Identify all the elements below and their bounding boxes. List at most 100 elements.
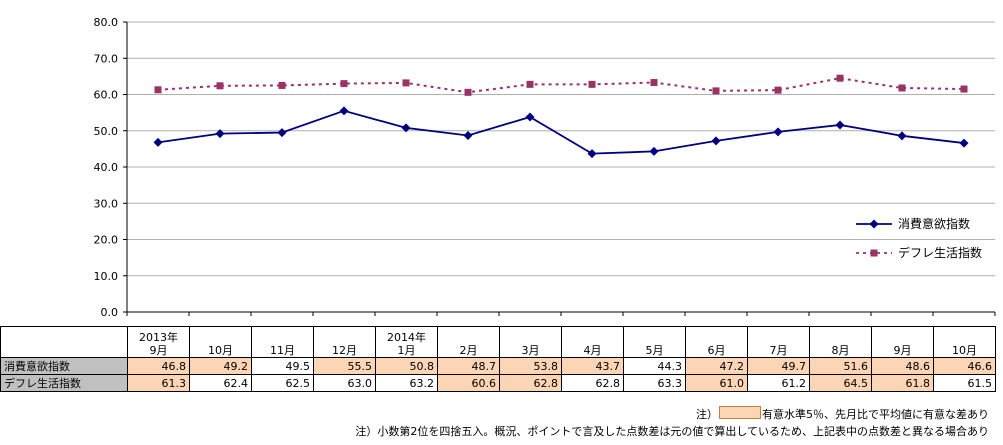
data-point	[835, 120, 845, 130]
column-header: 11月	[251, 326, 314, 358]
table-cell: 48.6	[871, 357, 934, 375]
data-point	[525, 112, 535, 122]
column-header: 5月	[623, 326, 686, 358]
table-cell: 62.8	[499, 374, 562, 392]
column-header: 9月	[871, 326, 934, 358]
legend-label-0: 消費意欲指数	[898, 216, 970, 231]
y-tick-label: 10.0	[94, 270, 119, 283]
data-point	[463, 130, 473, 140]
table-cell: 44.3	[623, 357, 686, 375]
data-point	[402, 79, 410, 87]
data-point	[898, 84, 906, 92]
table-row: デフレ生活指数 61.3 62.4 62.5 63.0 63.2 60.6 62.8 62.8 6…	[0, 374, 996, 392]
data-point	[215, 129, 225, 139]
data-point	[277, 128, 287, 138]
gridlines	[127, 21, 995, 313]
data-point	[773, 127, 783, 137]
data-point	[650, 79, 658, 87]
column-header: 7月	[747, 326, 810, 358]
table-cell: 48.7	[437, 357, 500, 375]
data-point	[401, 123, 411, 133]
table-cell: 46.8	[127, 357, 190, 375]
y-axis: 0.0 10.0 20.0 30.0 40.0 50.0 60.0 70.0 80.0	[94, 16, 996, 319]
table-cell: 49.7	[747, 357, 810, 375]
table-cell: 53.8	[499, 357, 562, 375]
table-cell: 63.2	[375, 374, 438, 392]
table-cell: 51.6	[809, 357, 872, 375]
y-tick-label: 40.0	[94, 161, 119, 174]
significance-note-prefix: 注）	[696, 408, 718, 421]
column-header: 2014年 1月	[375, 326, 438, 358]
data-point	[154, 86, 162, 94]
data-point	[712, 87, 720, 95]
data-point	[340, 80, 348, 88]
data-point	[711, 136, 721, 146]
data-point	[960, 85, 968, 93]
column-header: 2013年 9月	[127, 326, 190, 358]
significance-note-text: 有意水準5％、先月比で平均値に有意な差あり	[762, 408, 989, 421]
table-corner	[0, 326, 128, 358]
data-point	[774, 86, 782, 94]
series-line-0	[157, 109, 965, 155]
column-header: 8月	[809, 326, 872, 358]
column-header: 10月	[189, 326, 252, 358]
table-cell: 61.8	[871, 374, 934, 392]
data-point	[339, 106, 349, 116]
data-point	[278, 81, 286, 89]
data-point	[216, 82, 224, 90]
table-cell: 43.7	[561, 357, 624, 375]
data-table: 2013年 9月 10月 11月 12月 2014年 1月 2月 3月 4月 5月 6月 7月 8月 9月 1…	[0, 326, 996, 392]
table-cell: 46.6	[933, 357, 996, 375]
table-cell: 49.5	[251, 357, 314, 375]
series-lines	[153, 74, 969, 159]
series-line-1	[157, 77, 965, 94]
column-header: 10月	[933, 326, 996, 358]
table-cell: 61.3	[127, 374, 190, 392]
row-label: デフレ生活指数	[0, 374, 128, 392]
column-header: 3月	[499, 326, 562, 358]
column-header: 4月	[561, 326, 624, 358]
data-point	[588, 80, 596, 88]
y-tick-label: 70.0	[94, 52, 119, 65]
data-point	[153, 137, 163, 147]
legend-label-1: デフレ生活指数	[898, 245, 982, 260]
data-point	[836, 74, 844, 82]
significance-swatch	[719, 406, 761, 419]
column-header: 6月	[685, 326, 748, 358]
y-tick-label: 0.0	[101, 306, 119, 319]
legend-marker-1	[870, 249, 878, 257]
data-point	[526, 80, 534, 88]
significance-note: 注） 有意水準5％、先月比で平均値に有意な差あり	[696, 406, 989, 422]
table-cell: 55.5	[313, 357, 376, 375]
y-tick-label: 20.0	[94, 234, 119, 247]
table-cell: 62.5	[251, 374, 314, 392]
table-row: 消費意欲指数 46.8 49.2 49.5 55.5 50.8 48.7 53.8 43.7 44…	[0, 357, 996, 375]
y-tick-label: 80.0	[94, 16, 119, 29]
y-tick-label: 30.0	[94, 197, 119, 210]
data-point	[587, 149, 597, 159]
table-cell: 50.8	[375, 357, 438, 375]
table-cell: 49.2	[189, 357, 252, 375]
table-cell: 61.0	[685, 374, 748, 392]
row-label: 消費意欲指数	[0, 357, 128, 375]
y-tick-label: 60.0	[94, 89, 119, 102]
table-cell: 63.0	[313, 374, 376, 392]
table-cell: 47.2	[685, 357, 748, 375]
table-cell: 61.5	[933, 374, 996, 392]
legend-marker-0	[869, 219, 879, 229]
y-tick-label: 50.0	[94, 125, 119, 138]
rounding-note: 注）小数第2位を四捨五入。概況、ポイントで言及した点数差は元の値で算出しているた…	[355, 425, 989, 438]
column-header: 2月	[437, 326, 500, 358]
table-cell: 62.4	[189, 374, 252, 392]
table-cell: 60.6	[437, 374, 500, 392]
data-point	[649, 146, 659, 156]
table-cell: 63.3	[623, 374, 686, 392]
table-cell: 61.2	[747, 374, 810, 392]
column-header: 12月	[313, 326, 376, 358]
data-point	[897, 131, 907, 141]
table-cell: 62.8	[561, 374, 624, 392]
table-cell: 64.5	[809, 374, 872, 392]
data-point	[959, 138, 969, 148]
data-point	[464, 88, 472, 96]
line-chart: 0.0 10.0 20.0 30.0 40.0 50.0 60.0 70.0 80.0 消費意欲…	[94, 16, 996, 319]
